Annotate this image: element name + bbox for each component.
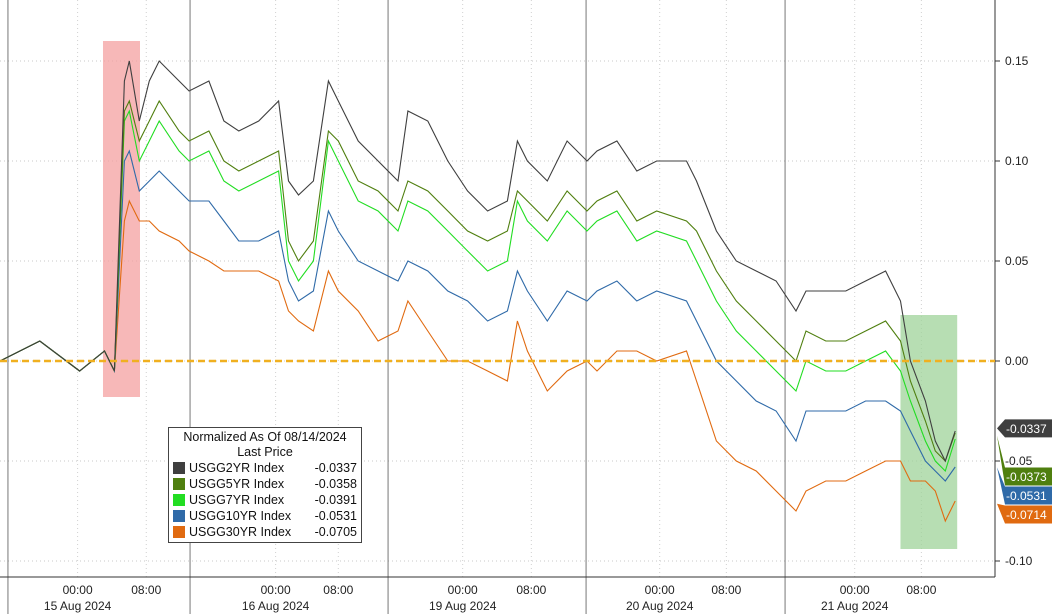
x-tick-label: 08:00: [906, 583, 936, 597]
legend-last-price: -0.0531: [314, 509, 357, 523]
tag-value: -0.0714: [1006, 508, 1047, 522]
tag-shape: [997, 419, 1052, 438]
series-line-usgg10yr: [0, 149, 956, 482]
tag-value: -0.0531: [1006, 489, 1047, 503]
x-tick-label: 00:00: [63, 583, 93, 597]
y-tick-label: -0.10: [1005, 554, 1033, 568]
tag-value: -0.0373: [1006, 470, 1047, 484]
tag-shape: [997, 467, 1052, 505]
series-line-usgg7yr: [0, 109, 956, 473]
legend-swatch: [173, 510, 185, 522]
legend-item: USGG5YR Index -0.0358: [173, 476, 357, 492]
y-tick-label: 0.05: [1005, 254, 1029, 268]
x-tick-label: 08:00: [131, 583, 161, 597]
tag-shape: [997, 503, 1052, 524]
series-line-usgg5yr: [0, 99, 956, 463]
x-tick-label: 00:00: [645, 583, 675, 597]
legend-swatch: [173, 526, 185, 538]
x-tick-label: 08:00: [516, 583, 546, 597]
y-tick-label: 0.15: [1005, 54, 1029, 68]
legend-subtitle: Last Price: [237, 445, 293, 459]
legend-swatch: [173, 494, 185, 506]
x-day-label: 15 Aug 2024: [44, 599, 112, 613]
legend-last-price: -0.0358: [314, 477, 357, 491]
legend: Normalized As Of 08/14/2024 Last Price U…: [168, 427, 362, 543]
legend-series-name: USGG2YR Index: [189, 461, 285, 475]
legend-item: USGG7YR Index -0.0391: [173, 492, 357, 508]
tag-value: -0.0337: [1006, 422, 1047, 436]
tag-shape: [997, 435, 1052, 486]
legend-last-price: -0.0337: [314, 461, 357, 475]
last-value-tag: -0.0337: [997, 419, 1052, 438]
x-tick-label: 00:00: [261, 583, 291, 597]
legend-item: USGG10YR Index -0.0531: [173, 508, 357, 524]
last-value-tag: -0.0373: [997, 435, 1052, 486]
legend-series-name: USGG5YR Index: [189, 477, 285, 491]
y-tick-label: 0.10: [1005, 154, 1029, 168]
legend-series-name: USGG7YR Index: [189, 493, 285, 507]
y-tick-label: 0.00: [1005, 354, 1029, 368]
legend-last-price: -0.0391: [314, 493, 357, 507]
y-tick-label: -0.05: [1005, 454, 1033, 468]
x-tick-label: 00:00: [448, 583, 478, 597]
last-value-tag: -0.0531: [997, 467, 1052, 505]
legend-swatch: [173, 478, 185, 490]
legend-title: Normalized As Of 08/14/2024: [183, 430, 347, 444]
last-value-tag: -0.0714: [997, 503, 1052, 524]
x-tick-label: 08:00: [711, 583, 741, 597]
legend-series-name: USGG10YR Index: [189, 509, 292, 523]
legend-item: USGG30YR Index -0.0705: [173, 524, 357, 540]
x-day-label: 19 Aug 2024: [429, 599, 497, 613]
x-tick-label: 08:00: [323, 583, 353, 597]
legend-item: USGG2YR Index -0.0337: [173, 460, 357, 476]
legend-swatch: [173, 462, 185, 474]
series-line-usgg30yr: [0, 199, 956, 523]
x-day-label: 20 Aug 2024: [626, 599, 694, 613]
legend-last-price: -0.0705: [314, 525, 357, 539]
x-tick-label: 00:00: [840, 583, 870, 597]
x-day-label: 16 Aug 2024: [242, 599, 310, 613]
series-line-usgg2yr: [0, 60, 956, 463]
x-day-label: 21 Aug 2024: [821, 599, 889, 613]
legend-series-name: USGG30YR Index: [189, 525, 292, 539]
